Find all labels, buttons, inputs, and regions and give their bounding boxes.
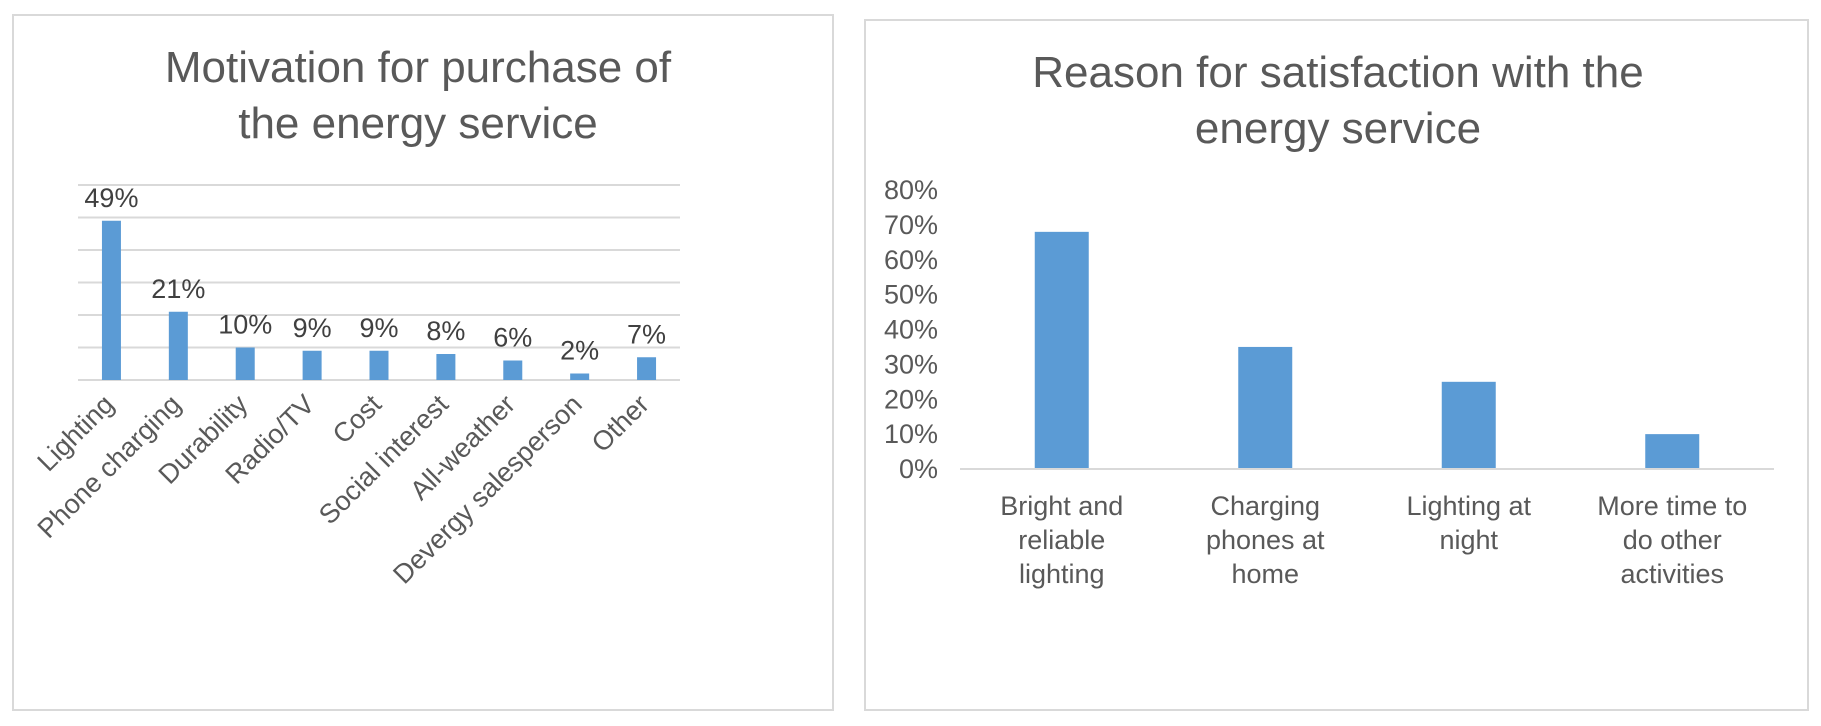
- bars: [1034, 231, 1700, 469]
- bar: [101, 220, 121, 380]
- category-label: Lighting at night: [1406, 491, 1531, 555]
- category-label: Other: [586, 389, 655, 458]
- bar: [369, 350, 389, 380]
- y-tick-label: 70%: [884, 210, 938, 240]
- satisfaction-chart-panel: Reason for satisfaction with the energy …: [864, 19, 1809, 711]
- y-tick-label: 30%: [884, 349, 938, 379]
- bar: [637, 357, 657, 380]
- bar: [570, 373, 590, 380]
- bar: [235, 347, 255, 380]
- y-tick-label: 60%: [884, 245, 938, 275]
- category-label: Bright and reliable lighting: [1000, 491, 1123, 589]
- data-label: 8%: [426, 316, 465, 346]
- bar: [1238, 346, 1293, 469]
- motivation-chart: Motivation for purchase of the energy se…: [32, 43, 680, 590]
- category-label: More time to do other activities: [1597, 491, 1747, 589]
- data-labels: 49% 21% 10% 9% 9% 8% 6% 2% 7%: [84, 183, 666, 366]
- category-labels: Bright and reliable lighting Charging phones…: [1000, 491, 1747, 589]
- data-label: 9%: [359, 313, 398, 343]
- y-tick-label: 0%: [899, 454, 938, 484]
- bar: [1034, 231, 1089, 469]
- y-tick-label: 20%: [884, 384, 938, 414]
- chart-title-line-2: energy service: [1195, 104, 1481, 153]
- satisfaction-chart: Reason for satisfaction with the energy …: [884, 48, 1774, 589]
- bar: [1645, 434, 1700, 469]
- chart-title-line-1: Motivation for purchase of: [165, 43, 672, 92]
- data-label: 7%: [627, 319, 666, 349]
- y-tick-label: 10%: [884, 419, 938, 449]
- bar: [1441, 381, 1496, 469]
- motivation-chart-panel: Motivation for purchase of the energy se…: [12, 14, 834, 711]
- bar: [503, 360, 523, 380]
- bar: [436, 354, 456, 380]
- y-tick-label: 50%: [884, 280, 938, 310]
- y-tick-label: 40%: [884, 315, 938, 345]
- data-label: 21%: [151, 274, 205, 304]
- chart-title-line-1: Reason for satisfaction with the: [1032, 48, 1643, 97]
- data-label: 49%: [84, 183, 138, 213]
- bar: [302, 350, 322, 380]
- bars: [101, 220, 657, 380]
- data-label: 9%: [293, 313, 332, 343]
- data-label: 10%: [218, 310, 272, 340]
- y-tick-label: 80%: [884, 175, 938, 205]
- data-label: 6%: [493, 323, 532, 353]
- chart-title-line-2: the energy service: [238, 99, 598, 148]
- category-label: Cost: [327, 389, 388, 450]
- category-label: Charging phones at home: [1206, 491, 1325, 589]
- bar: [168, 311, 188, 380]
- y-axis-ticks: 0% 10% 20% 30% 40% 50% 60% 70% 80%: [884, 175, 938, 484]
- data-label: 2%: [560, 336, 599, 366]
